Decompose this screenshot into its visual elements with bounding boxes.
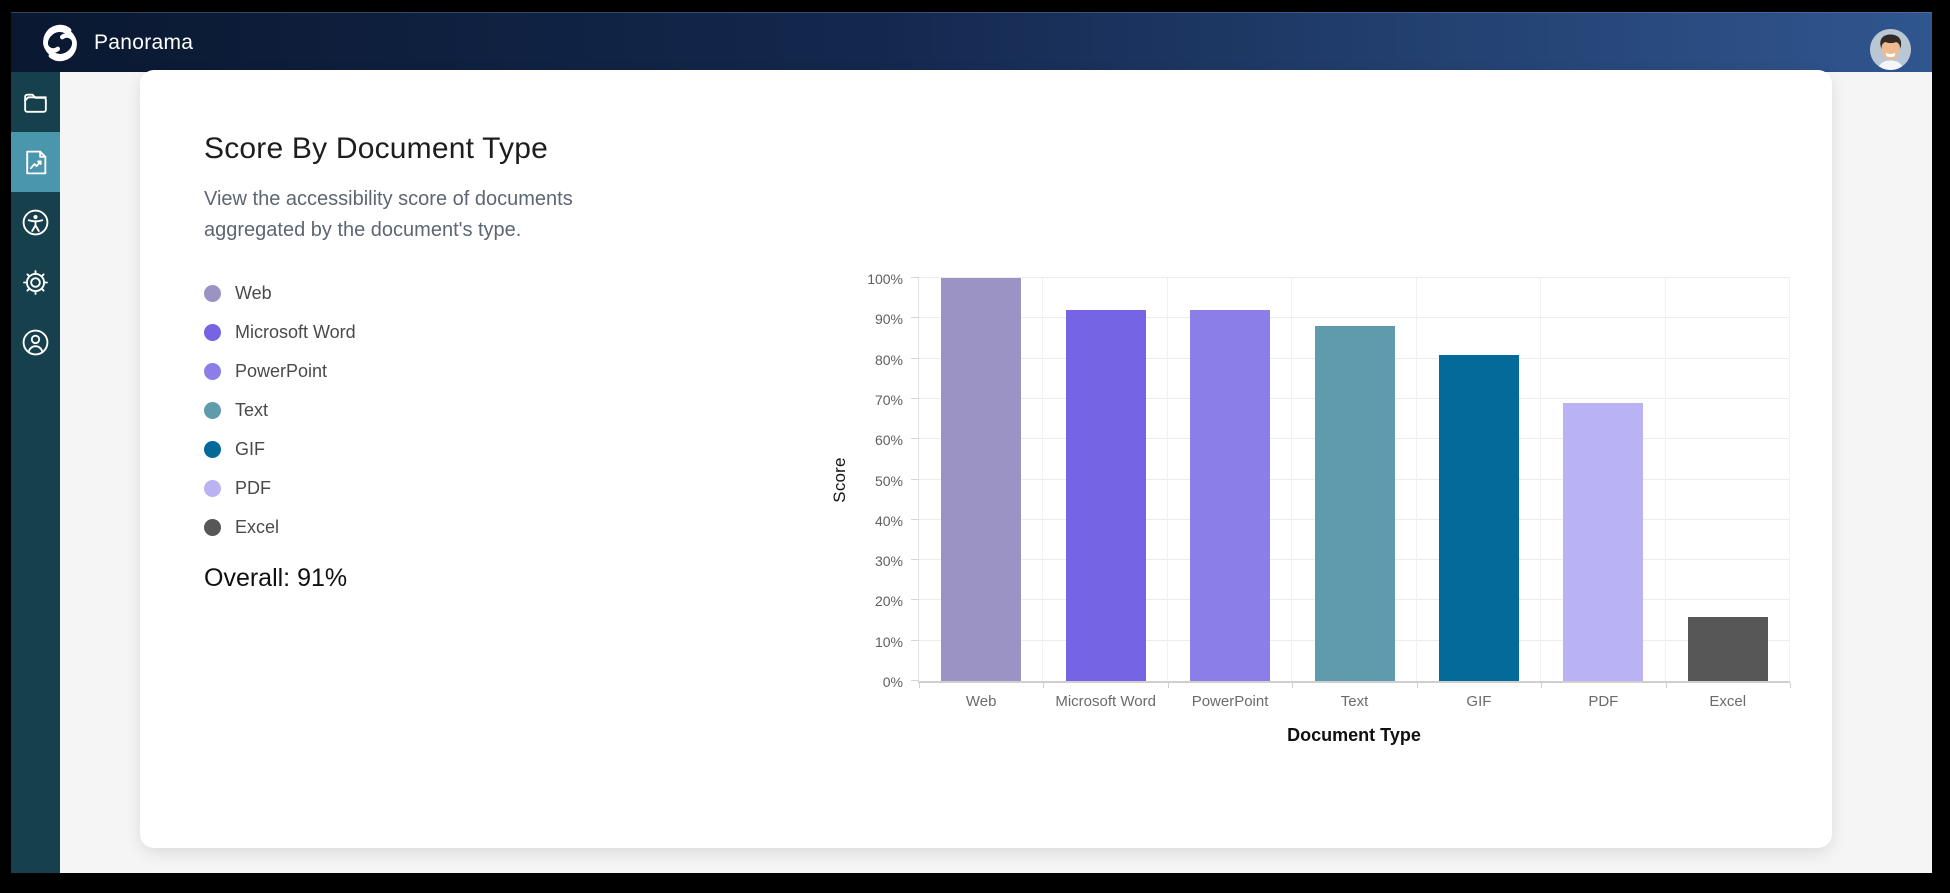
overall-score: Overall: 91%: [204, 564, 348, 592]
y-tick-mark: [911, 639, 919, 641]
y-tick-mark: [911, 478, 919, 480]
sidebar-item-documents[interactable]: [11, 72, 60, 132]
y-tick-mark: [911, 438, 919, 440]
legend-label: Text: [235, 400, 269, 420]
v-gridline: [1789, 278, 1790, 681]
x-category-label: Microsoft Word: [1055, 693, 1156, 710]
legend-dot-icon: [204, 324, 221, 341]
legend-dot-icon: [204, 441, 221, 458]
legend-dot-icon: [204, 285, 221, 302]
x-category-label: Web: [965, 693, 997, 710]
y-tick-label: 40%: [874, 512, 903, 529]
sidebar-item-accessibility[interactable]: [11, 192, 60, 252]
legend-label: Microsoft Word: [235, 322, 356, 342]
legend-item-text: Text: [204, 391, 356, 430]
x-axis-title: Document Type: [1287, 725, 1421, 745]
app-window: Panorama: [11, 12, 1932, 873]
x-tick-mark: [1167, 683, 1169, 688]
bar-gif[interactable]: [1438, 354, 1519, 681]
y-tick-mark: [911, 397, 919, 399]
user-profile-photo: [1870, 29, 1911, 70]
x-tick-mark: [1416, 683, 1418, 688]
bar-excel[interactable]: [1687, 616, 1768, 681]
sidebar-nav: [11, 72, 60, 873]
legend-label: GIF: [235, 439, 265, 459]
x-tick-mark: [1292, 683, 1294, 688]
legend-item-gif: GIF: [204, 430, 356, 469]
settings-gear-icon: [23, 269, 48, 295]
x-tick-mark: [919, 683, 920, 688]
bar-pdf[interactable]: [1563, 402, 1644, 681]
sidebar-item-reports[interactable]: [11, 132, 60, 192]
account-icon: [22, 329, 49, 355]
x-category-label: Text: [1340, 693, 1369, 710]
bar-text[interactable]: [1314, 326, 1395, 681]
y-tick-label: 20%: [874, 593, 903, 610]
y-tick-label: 0%: [882, 674, 903, 690]
v-gridline: [1042, 278, 1044, 681]
legend-item-microsoft-word: Microsoft Word: [204, 313, 356, 352]
y-tick-label: 30%: [874, 553, 903, 570]
y-tick-mark: [911, 357, 919, 359]
y-tick-label: 70%: [874, 391, 903, 408]
y-tick-label: 90%: [874, 311, 903, 328]
y-tick-label: 80%: [874, 351, 903, 368]
page-title: Score By Document Type: [204, 132, 549, 165]
x-category-label: PDF: [1588, 693, 1619, 710]
legend-item-excel: Excel: [204, 508, 356, 547]
y-tick-label: 10%: [874, 633, 903, 650]
v-gridline: [1540, 278, 1542, 681]
x-category-label: GIF: [1466, 693, 1492, 710]
bar-microsoft-word[interactable]: [1065, 310, 1146, 681]
y-tick-label: 50%: [874, 472, 903, 489]
folder-icon: [24, 93, 47, 113]
y-tick-label: 60%: [874, 432, 903, 449]
y-tick-mark: [911, 317, 919, 319]
x-tick-mark: [1541, 683, 1543, 688]
y-tick-mark: [911, 277, 919, 278]
legend-label: Excel: [235, 517, 280, 537]
accessibility-icon: [22, 209, 49, 235]
legend-dot-icon: [204, 363, 221, 380]
legend-dot-icon: [204, 519, 221, 536]
h-gridline: [919, 277, 1790, 278]
chart-legend: Web Microsoft Word PowerPoint Text GIF PDF Exc…: [204, 274, 356, 547]
report-chart-icon: [26, 150, 47, 174]
v-gridline: [1415, 278, 1417, 681]
y-tick-mark: [911, 518, 919, 520]
y-tick-label: 100%: [867, 271, 903, 287]
top-bar: Panorama: [11, 12, 1932, 72]
legend-item-powerpoint: PowerPoint: [204, 352, 356, 391]
user-avatar[interactable]: [1870, 29, 1911, 70]
panorama-swirl-icon[interactable]: [40, 23, 80, 63]
y-tick-mark: [911, 599, 919, 601]
h-gridline: [919, 317, 1790, 319]
sidebar-item-account[interactable]: [11, 312, 60, 372]
x-category-label: PowerPoint: [1191, 693, 1269, 710]
legend-label: PDF: [235, 478, 271, 498]
app-title: Panorama: [94, 30, 194, 54]
bar-powerpoint[interactable]: [1190, 310, 1271, 681]
y-tick-mark: [911, 559, 919, 561]
v-gridline: [1291, 278, 1293, 681]
legend-item-web: Web: [204, 274, 356, 313]
chart-plot: 0% 10% 20% 30% 40% 50% 60% 70% 80% 90% 100% Web Micr…: [867, 271, 1791, 710]
legend-label: PowerPoint: [235, 361, 328, 381]
x-tick-mark: [1043, 683, 1045, 688]
legend-dot-icon: [204, 480, 221, 497]
x-tick-mark: [1790, 683, 1791, 688]
y-tick-mark: [911, 680, 919, 681]
legend-item-pdf: PDF: [204, 469, 356, 508]
legend-label: Web: [235, 283, 272, 303]
score-card: Score By Document Type View the accessib…: [140, 70, 1832, 848]
sidebar-item-settings[interactable]: [11, 252, 60, 312]
x-tick-mark: [1665, 683, 1667, 688]
legend-dot-icon: [204, 402, 221, 419]
x-category-label: Excel: [1709, 693, 1747, 710]
v-gridline: [1166, 278, 1168, 681]
page-description: View the accessibility score of document…: [204, 188, 573, 241]
v-gridline: [1664, 278, 1666, 681]
bar-web[interactable]: [941, 278, 1022, 681]
